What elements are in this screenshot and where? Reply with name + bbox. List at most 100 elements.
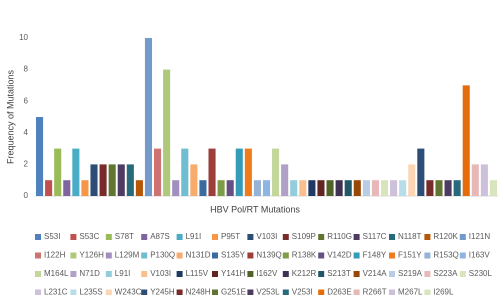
bar bbox=[208, 148, 216, 196]
legend-label: V103I bbox=[150, 269, 171, 278]
legend-label: S53C bbox=[79, 232, 99, 241]
legend-swatch bbox=[247, 289, 254, 295]
bar bbox=[326, 180, 334, 196]
legend-label: V253I bbox=[292, 288, 313, 295]
bar bbox=[453, 180, 461, 196]
legend-swatch bbox=[424, 234, 431, 240]
bar bbox=[471, 164, 479, 196]
bar bbox=[199, 180, 207, 196]
bar bbox=[226, 180, 234, 196]
y-tick-label: 0 bbox=[24, 191, 29, 200]
bar bbox=[344, 180, 352, 196]
bar bbox=[426, 180, 434, 196]
legend-label: F151Y bbox=[398, 251, 422, 260]
legend-label: R120K bbox=[433, 232, 458, 241]
x-axis-title: HBV Pol/RT Mutations bbox=[210, 204, 300, 214]
legend-label: N131D bbox=[186, 251, 211, 260]
legend-label: A87S bbox=[150, 232, 170, 241]
bar bbox=[308, 180, 316, 196]
bar bbox=[380, 180, 389, 196]
y-axis-title: Frequency of Mutations bbox=[5, 69, 15, 164]
legend-swatch bbox=[105, 234, 112, 240]
legend-label: I121N bbox=[469, 232, 491, 241]
legend-label: N71D bbox=[79, 269, 100, 278]
legend-swatch bbox=[389, 252, 395, 259]
legend-swatch bbox=[70, 271, 77, 277]
legend-label: I269L bbox=[433, 288, 454, 295]
legend-swatch bbox=[176, 252, 183, 259]
legend-swatch bbox=[318, 234, 325, 240]
bar bbox=[172, 180, 180, 196]
legend-swatch bbox=[105, 289, 112, 295]
bar bbox=[362, 180, 370, 196]
legend-swatch bbox=[282, 271, 289, 277]
legend-swatch bbox=[141, 234, 148, 240]
bar bbox=[45, 180, 53, 196]
legend-label: R110G bbox=[327, 232, 352, 241]
bar bbox=[244, 148, 252, 196]
legend-label: R138K bbox=[292, 251, 317, 260]
legend-label: S223A bbox=[433, 269, 458, 278]
bar bbox=[54, 148, 62, 196]
y-tick-label: 6 bbox=[24, 96, 29, 105]
bar bbox=[281, 164, 289, 196]
legend-label: S230L bbox=[469, 269, 493, 278]
legend-swatch bbox=[424, 289, 431, 295]
bar bbox=[144, 38, 153, 196]
bar bbox=[417, 148, 425, 196]
legend-swatch bbox=[282, 252, 289, 259]
legend-label: V142D bbox=[327, 251, 352, 260]
legend-swatch bbox=[70, 252, 77, 259]
bar bbox=[335, 180, 343, 196]
y-tick-label: 2 bbox=[24, 160, 29, 169]
bar bbox=[154, 148, 162, 196]
legend-label: N248H bbox=[186, 288, 211, 295]
bar bbox=[262, 180, 271, 196]
legend-label: G251E bbox=[221, 288, 246, 295]
legend-label: S219A bbox=[398, 269, 423, 278]
legend-swatch bbox=[70, 289, 77, 295]
bar bbox=[290, 180, 298, 196]
legend-label: S109P bbox=[292, 232, 316, 241]
bar bbox=[108, 164, 116, 196]
bar bbox=[435, 180, 443, 196]
bar bbox=[163, 69, 171, 196]
legend-label: S53I bbox=[44, 232, 60, 241]
bar bbox=[235, 148, 243, 196]
legend-label: K212R bbox=[292, 269, 317, 278]
bar bbox=[99, 164, 107, 196]
legend-swatch bbox=[212, 289, 218, 295]
bar bbox=[190, 164, 198, 196]
legend-swatch bbox=[105, 252, 112, 259]
bar bbox=[117, 164, 125, 196]
legend-label: P95T bbox=[221, 232, 240, 241]
bar bbox=[181, 148, 189, 196]
legend-swatch bbox=[353, 252, 360, 259]
legend-swatch bbox=[459, 252, 466, 259]
legend-label: N118T bbox=[398, 232, 422, 241]
legend-swatch bbox=[105, 271, 112, 277]
legend-swatch bbox=[282, 289, 289, 295]
legend-label: N139Q bbox=[256, 251, 281, 260]
legend-swatch bbox=[353, 234, 360, 240]
bar bbox=[317, 180, 325, 196]
legend-swatch bbox=[70, 234, 77, 240]
legend-label: R153Q bbox=[433, 251, 458, 260]
legend-swatch bbox=[247, 252, 254, 259]
bar bbox=[444, 180, 452, 196]
legend-label: L129M bbox=[115, 251, 140, 260]
legend-label: S78T bbox=[115, 232, 134, 241]
legend-swatch bbox=[353, 289, 360, 295]
legend-label: V253L bbox=[256, 288, 280, 295]
legend-label: S135Y bbox=[221, 251, 246, 260]
legend-swatch bbox=[176, 289, 183, 295]
legend-label: P130Q bbox=[150, 251, 175, 260]
bar bbox=[399, 180, 407, 196]
legend-label: F148Y bbox=[363, 251, 387, 260]
y-tick-label: 8 bbox=[24, 65, 29, 74]
legend-swatch bbox=[389, 234, 395, 240]
legend-label: I162V bbox=[256, 269, 278, 278]
bar bbox=[217, 180, 225, 196]
